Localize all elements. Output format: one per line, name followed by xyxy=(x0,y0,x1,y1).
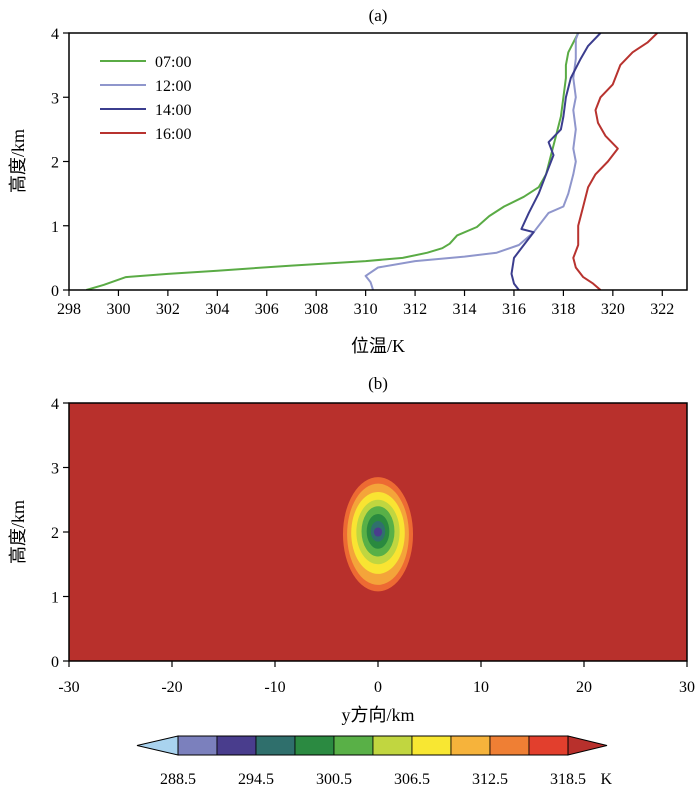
x-axis-label-b: y方向/km xyxy=(341,705,414,725)
x-tick-label-b: -20 xyxy=(161,679,182,696)
x-tick-label-a: 308 xyxy=(304,301,328,318)
y-axis-label-b: 高度/km xyxy=(8,500,28,564)
colorbar-tick-label: 294.5 xyxy=(238,771,274,788)
x-axis-label-a: 位温/K xyxy=(351,336,405,356)
colorbar-segment xyxy=(489,735,530,756)
y-tick-label-a: 0 xyxy=(51,283,59,300)
x-tick-label-b: 30 xyxy=(679,679,695,696)
colorbar-segment xyxy=(372,735,413,756)
colorbar-segment xyxy=(294,735,335,756)
x-tick-label-a: 320 xyxy=(601,301,625,318)
panel-b-title: (b) xyxy=(368,374,388,393)
colorbar-segment xyxy=(255,735,296,756)
y-axis-label-a: 高度/km xyxy=(8,129,28,193)
x-tick-label-b: -30 xyxy=(58,679,79,696)
legend-label-1200: 12:00 xyxy=(155,78,191,95)
colorbar-high-arrow xyxy=(567,735,608,756)
y-tick-label-b: 4 xyxy=(51,396,59,413)
series-line-1400 xyxy=(510,33,602,290)
legend-label-1400: 14:00 xyxy=(155,102,191,119)
x-tick-label-a: 312 xyxy=(403,301,427,318)
colorbar-low-arrow xyxy=(136,735,179,756)
x-tick-label-a: 302 xyxy=(156,301,180,318)
colorbar-segment xyxy=(333,735,374,756)
x-tick-label-a: 300 xyxy=(106,301,130,318)
y-tick-label-b: 3 xyxy=(51,461,59,478)
colorbar-segment xyxy=(528,735,569,756)
y-tick-label-a: 4 xyxy=(51,26,59,43)
panel-a-lines xyxy=(86,33,658,290)
y-tick-label-a: 2 xyxy=(51,155,59,172)
series-line-1600 xyxy=(572,33,658,290)
x-tick-label-a: 298 xyxy=(57,301,81,318)
legend-label-0700: 07:00 xyxy=(155,54,191,71)
colorbar-unit: K xyxy=(600,771,612,788)
colorbar-tick-label: 300.5 xyxy=(316,771,352,788)
colorbar-frame xyxy=(177,735,569,756)
x-tick-label-a: 310 xyxy=(354,301,378,318)
colorbar-segment xyxy=(411,735,452,756)
contour-fill-294.5 xyxy=(373,527,383,537)
colorbar-tick-label: 318.5 xyxy=(550,771,586,788)
x-tick-label-a: 306 xyxy=(255,301,279,318)
colorbar-tick-label: 312.5 xyxy=(472,771,508,788)
x-tick-label-a: 304 xyxy=(205,301,229,318)
x-tick-label-a: 316 xyxy=(502,301,526,318)
y-tick-label-a: 3 xyxy=(51,90,59,107)
x-tick-label-a: 318 xyxy=(551,301,575,318)
x-tick-label-b: -10 xyxy=(264,679,285,696)
y-tick-label-a: 1 xyxy=(51,219,59,236)
y-tick-label-b: 2 xyxy=(51,525,59,542)
y-tick-label-b: 0 xyxy=(51,654,59,671)
x-tick-label-b: 10 xyxy=(473,679,489,696)
series-line-0700 xyxy=(86,33,580,290)
colorbar-segment xyxy=(216,735,257,756)
colorbar-segment xyxy=(177,735,218,756)
panel-a-frame xyxy=(68,32,688,291)
x-tick-label-a: 322 xyxy=(650,301,674,318)
x-tick-label-b: 20 xyxy=(576,679,592,696)
series-line-1200 xyxy=(364,33,580,290)
colorbar-tick-label: 306.5 xyxy=(394,771,430,788)
panel-a-title: (a) xyxy=(369,6,388,25)
legend-label-1600: 16:00 xyxy=(155,126,191,143)
y-tick-label-b: 1 xyxy=(51,590,59,607)
colorbar-segment xyxy=(450,735,491,756)
colorbar-tick-label: 288.5 xyxy=(160,771,196,788)
x-tick-label-b: 0 xyxy=(374,679,382,696)
x-tick-label-a: 314 xyxy=(453,301,477,318)
